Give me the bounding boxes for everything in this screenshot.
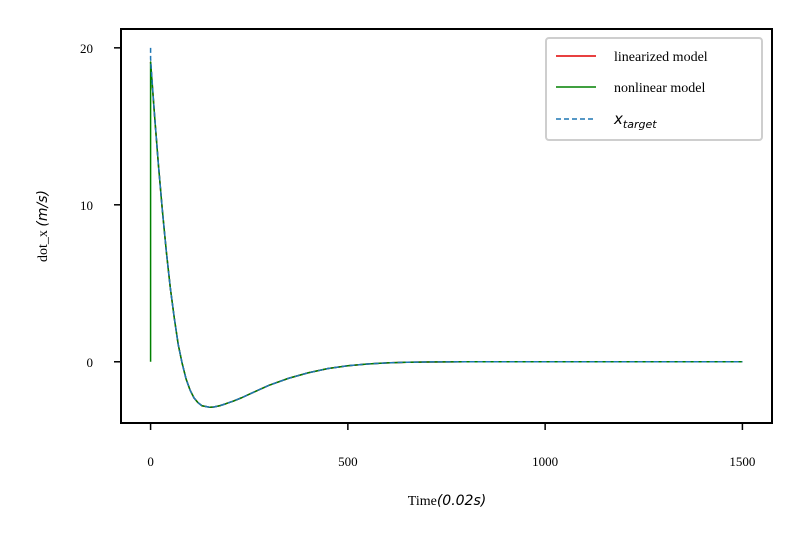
- y-axis-label: dot_x (m/s): [35, 190, 51, 262]
- x-axis-label: Time(0.02s): [408, 493, 486, 509]
- x-axis-label-text: Time: [408, 494, 437, 509]
- y-axis-label-unit: (m/s): [35, 190, 51, 227]
- y-tick-label: 20: [80, 41, 93, 56]
- y-tick-label: 0: [87, 355, 94, 370]
- series-layer: [149, 47, 743, 409]
- legend-label-target: xtarget: [613, 110, 657, 131]
- plot-frame: [120, 28, 773, 424]
- y-tick-label: 10: [80, 198, 93, 213]
- legend-label-linearized: linearized model: [614, 50, 708, 65]
- x-tick-label: 500: [338, 454, 358, 469]
- x-axis-ticks: 0 500 1000 1500: [147, 423, 755, 469]
- x-tick-label: 0: [147, 454, 154, 469]
- legend-label-target-main: x: [613, 110, 623, 128]
- y-axis-ticks: 0 10 20: [80, 41, 121, 370]
- legend-box: [545, 37, 763, 141]
- legend: linearized model nonlinear model xtarget: [545, 37, 763, 141]
- series-line-x-target: [149, 47, 743, 409]
- x-axis-label-unit: (0.02s): [437, 493, 486, 509]
- legend-label-nonlinear: nonlinear model: [614, 81, 705, 96]
- legend-label-target-sub: target: [623, 118, 657, 131]
- x-tick-label: 1500: [729, 454, 755, 469]
- y-axis-label-text: dot_x: [36, 227, 51, 262]
- x-tick-label: 1000: [532, 454, 558, 469]
